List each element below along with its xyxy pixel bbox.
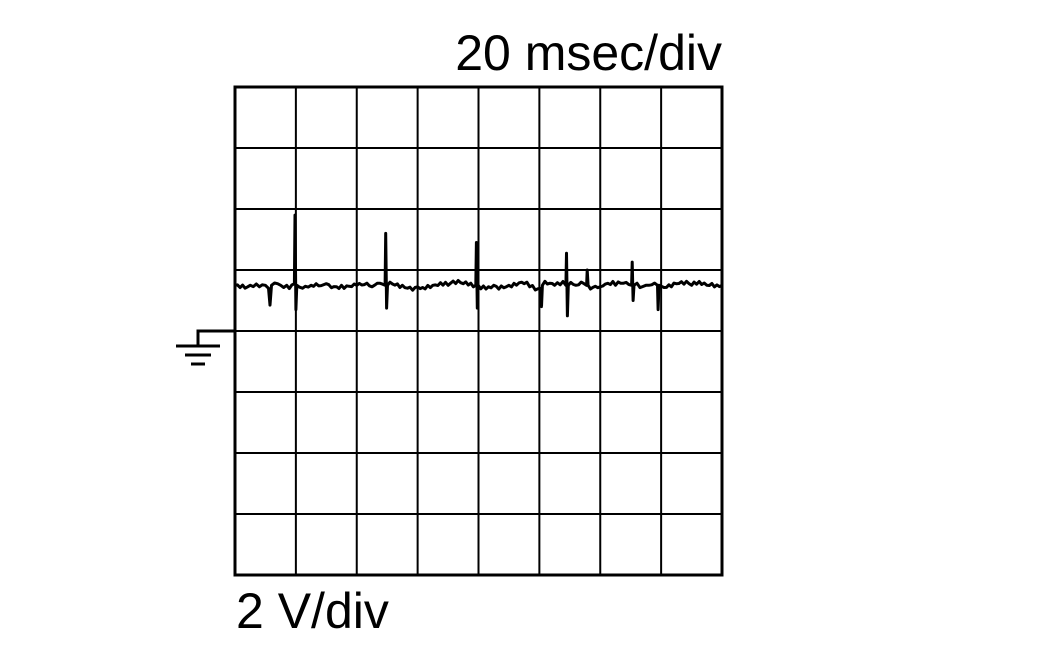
x-scale-label: 20 msec/div <box>455 25 722 81</box>
signal-trace <box>234 213 723 318</box>
plot-frame <box>233 85 724 577</box>
y-scale-label: 2 V/div <box>236 583 389 639</box>
ground-icon <box>176 329 235 366</box>
grid <box>235 87 722 575</box>
